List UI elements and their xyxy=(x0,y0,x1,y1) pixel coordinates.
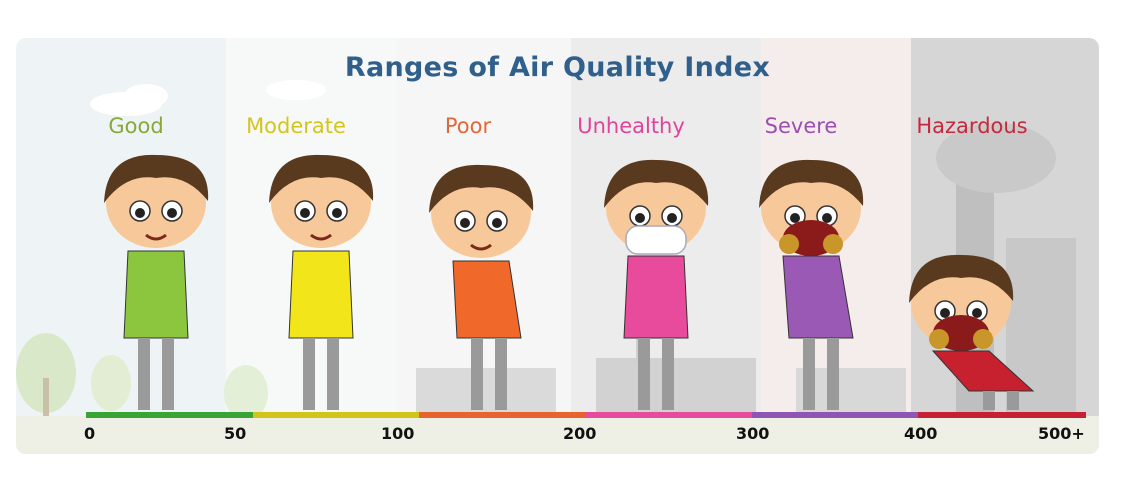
tick-label-400: 400 xyxy=(904,424,938,443)
scale-segment-unhealthy xyxy=(586,412,752,418)
aqi-scale-bar xyxy=(86,412,1086,418)
character-unhealthy xyxy=(604,159,709,410)
category-label-severe: Severe xyxy=(764,114,838,138)
tick-label-300: 300 xyxy=(736,424,770,443)
category-label-hazardous: Hazardous xyxy=(916,114,1028,138)
tree-icon xyxy=(16,333,268,421)
category-label-moderate: Moderate xyxy=(246,114,346,138)
scale-segment-severe xyxy=(752,412,918,418)
category-label-good: Good xyxy=(108,114,164,138)
category-label-unhealthy: Unhealthy xyxy=(577,114,685,138)
character-moderate xyxy=(269,154,374,410)
tick-label-100: 100 xyxy=(381,424,415,443)
scale-segment-moderate xyxy=(253,412,419,418)
ground xyxy=(16,416,1099,454)
character-hazardous xyxy=(909,254,1035,410)
scene-illustration xyxy=(16,80,1099,454)
scale-segment-hazardous xyxy=(918,412,1086,418)
character-good xyxy=(104,154,209,410)
page-title: Ranges of Air Quality Index xyxy=(344,52,771,83)
character-poor xyxy=(429,164,534,410)
tick-label-50: 50 xyxy=(224,424,247,443)
aqi-infographic: Ranges of Air Quality Index Good Moderat… xyxy=(16,38,1099,454)
tick-label-0: 0 xyxy=(84,424,96,443)
character-severe xyxy=(759,159,864,410)
tick-label-200: 200 xyxy=(563,424,597,443)
tick-label-500-plus: 500+ xyxy=(1038,424,1085,443)
cloud-icon xyxy=(90,80,326,116)
scale-segment-poor xyxy=(419,412,586,418)
scale-segment-good xyxy=(86,412,253,418)
category-label-poor: Poor xyxy=(444,114,492,138)
